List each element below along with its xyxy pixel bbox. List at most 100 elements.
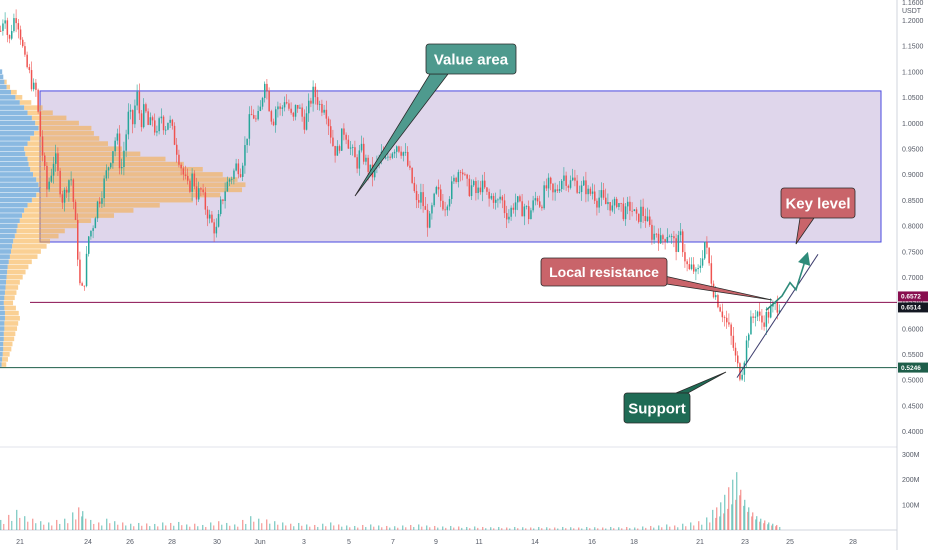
candle-body [545,185,548,189]
volume-tick-label: 300M [902,452,920,459]
profile-bar-orange [25,151,141,157]
x-tick-label: 9 [434,539,438,546]
profile-bar-orange [30,166,203,172]
candle-body [270,111,273,122]
candle-body [222,199,224,201]
candle-body [444,209,446,211]
candle-body [290,108,292,113]
x-tick-label: 21 [696,539,704,546]
volume-bar [130,523,132,530]
profile-bar-blue [0,172,33,177]
candle-body [314,86,317,98]
volume-bar [429,527,431,530]
x-tick-label: 23 [741,539,749,546]
profile-bar-blue [0,166,31,172]
volume-bar [0,519,2,530]
volume-bar [751,516,753,530]
candle-body [389,156,391,158]
y-tick-label: 0.5500 [902,352,924,359]
volume-bar [736,472,738,530]
profile-bar-blue [0,346,4,352]
candle-body [453,177,455,182]
volume-bar [245,523,247,530]
candle-body [279,106,281,109]
candle-body [754,316,757,318]
volume-bar [114,521,116,530]
support-callout: Support [623,371,727,424]
profile-bar-orange [24,105,43,110]
candle-body [499,196,501,200]
candle-body [723,317,726,319]
candle-body [286,102,288,104]
profile-bar-orange [8,259,32,265]
profile-bar-orange [3,341,13,347]
candle-body [323,109,325,113]
candle-body [8,35,11,39]
candle-body [448,199,451,207]
candle-body [231,178,233,180]
candle-body [17,23,20,30]
price-tag-label: 0.6572 [901,294,921,301]
volume-bar [653,527,655,530]
volume-bar [410,524,412,530]
candle-body [609,202,611,211]
key-level-callout: Key level [780,187,856,245]
volume-bar [767,524,769,530]
profile-bar-orange [38,125,92,131]
candle-body [763,322,765,327]
volume-bar [317,526,319,530]
volume-bar [474,526,476,530]
profile-bar-blue [0,300,4,306]
profile-bar-blue [0,136,31,141]
volume-bar [362,524,364,530]
candle-body [422,192,424,207]
profile-bar-orange [6,274,23,280]
candle-body [33,82,35,90]
volume-bar [634,527,636,530]
candle-body [138,91,141,114]
volume-bar [194,523,196,530]
candle-body [624,206,627,220]
candle-body [310,100,312,104]
volume-bar [450,525,452,530]
candle-body [752,316,754,318]
volume-bar [764,520,766,530]
profile-bar-blue [0,208,25,213]
profile-bar-blue [0,110,28,116]
profile-bar-orange [19,218,92,223]
volume-bar [290,523,292,530]
candle-body [6,20,9,36]
candle-body [215,226,218,234]
price-tag-2 [898,362,928,373]
candle-body [396,146,398,152]
candle-body [2,23,4,31]
candle-body [470,185,473,196]
candle-body [437,187,440,190]
candle-body [734,347,737,356]
volume-bar [314,524,316,530]
candle-body [473,181,475,186]
volume-bar [735,499,737,530]
profile-bar-orange [36,192,221,198]
profile-bar-blue [0,357,3,362]
volume-bar [250,516,252,530]
candle-body [46,165,48,190]
candle-body [409,165,411,168]
profile-bar-blue [0,120,36,126]
candle-body [127,111,130,135]
volume-bar [51,525,53,530]
volume-bar [669,526,671,530]
candle-body [565,175,567,186]
candle-body [591,191,594,194]
candle-body [96,201,99,219]
volume-bar [779,526,781,530]
candle-body [411,167,413,183]
volume-bar [27,521,29,530]
volume-bar [514,526,516,530]
local-resistance-callout-box [540,257,668,287]
profile-bar-blue [0,79,5,85]
profile-bar-blue [0,192,37,198]
candle-body [132,110,134,125]
candle-body [605,197,607,205]
